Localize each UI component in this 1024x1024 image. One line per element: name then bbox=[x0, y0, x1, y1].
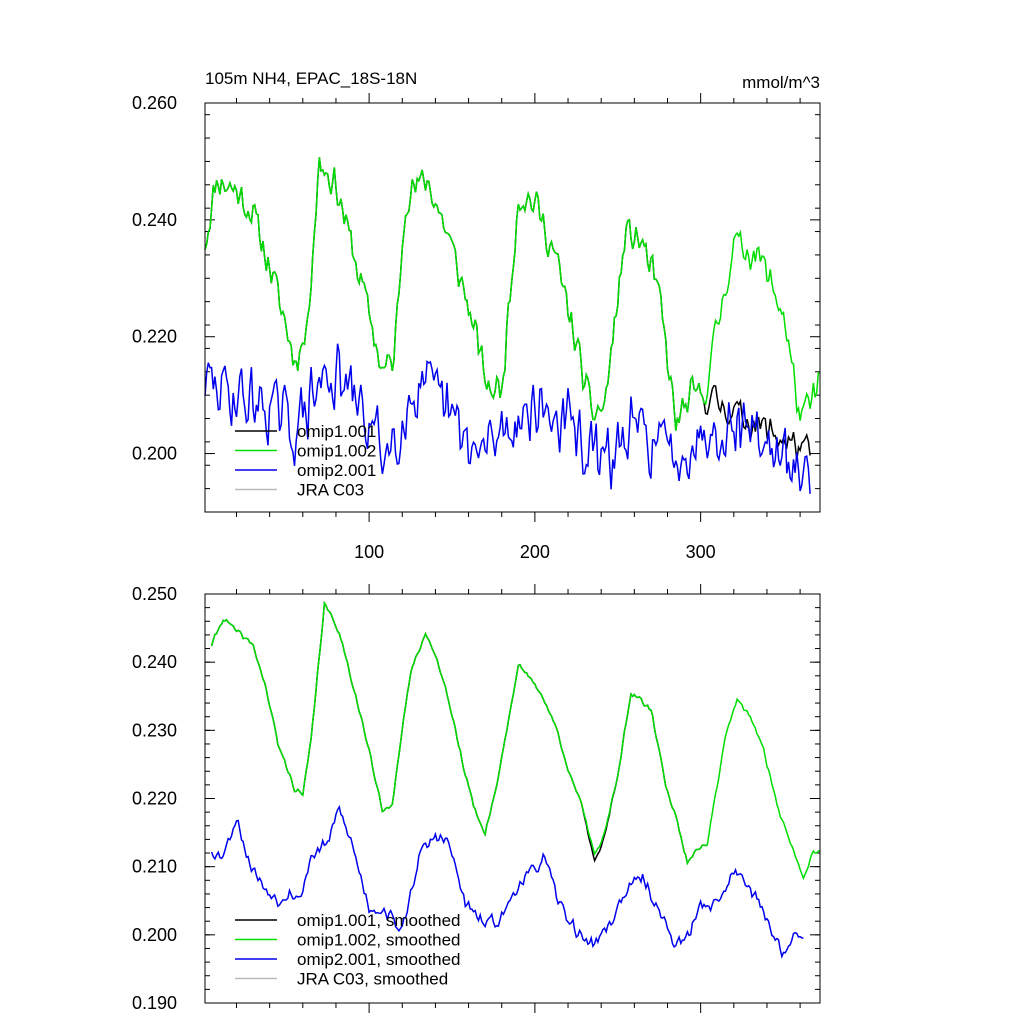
x-tick-label: 200 bbox=[520, 542, 550, 562]
y-tick-label: 0.200 bbox=[132, 925, 177, 945]
panel-1-title: 105m NH4, EPAC_18S-18N bbox=[205, 69, 417, 88]
panel-2-ticks: 0.190 0.200 0.210 0.220 0.230 0.240 0.250 bbox=[132, 584, 820, 1013]
y-tick-label: 0.250 bbox=[132, 584, 177, 604]
legend-label: omip1.001, smoothed bbox=[297, 911, 461, 930]
series-line-omip2-001-smoothed bbox=[210, 804, 804, 959]
series-line-omip1-002-smoothed bbox=[210, 601, 821, 881]
y-tick-label: 0.260 bbox=[132, 93, 177, 113]
y-tick-label: 0.220 bbox=[132, 789, 177, 809]
panel-1-ticks: 0.200 0.220 0.240 0.260 100 200 300 bbox=[132, 93, 820, 562]
y-tick-label: 0.200 bbox=[132, 444, 177, 464]
y-tick-label: 0.240 bbox=[132, 652, 177, 672]
y-tick-label: 0.190 bbox=[132, 993, 177, 1013]
panel-1-units: mmol/m^3 bbox=[742, 73, 820, 92]
legend-label: JRA C03, smoothed bbox=[297, 970, 448, 989]
y-tick-label: 0.210 bbox=[132, 857, 177, 877]
panel-2-frame bbox=[204, 593, 821, 1004]
x-tick-label: 100 bbox=[354, 542, 384, 562]
legend-label: omip1.002 bbox=[297, 442, 376, 461]
legend-label: omip2.001 bbox=[297, 461, 376, 480]
y-tick-label: 0.240 bbox=[132, 210, 177, 230]
x-tick-label: 300 bbox=[686, 542, 716, 562]
legend-label: omip1.001 bbox=[297, 422, 376, 441]
panel-1-series bbox=[204, 157, 821, 494]
y-tick-label: 0.220 bbox=[132, 327, 177, 347]
legend-label: omip1.002, smoothed bbox=[297, 931, 461, 950]
series-line-omip2-001 bbox=[204, 343, 811, 494]
y-tick-label: 0.230 bbox=[132, 720, 177, 740]
panel-2-series bbox=[210, 601, 821, 959]
panel-1-frame bbox=[204, 102, 821, 513]
top-panel: 105m NH4, EPAC_18S-18N mmol/m^3 0.2000.2… bbox=[132, 69, 821, 562]
legend-label: JRA C03 bbox=[297, 481, 364, 500]
series-line-omip1-001-smoothed bbox=[210, 601, 708, 866]
bottom-panel: 0.190 0.200 0.210 0.220 0.230 0.240 0.250 omip… bbox=[132, 584, 821, 1013]
series-line-omip1-002 bbox=[204, 157, 821, 431]
legend-label: omip2.001, smoothed bbox=[297, 950, 461, 969]
